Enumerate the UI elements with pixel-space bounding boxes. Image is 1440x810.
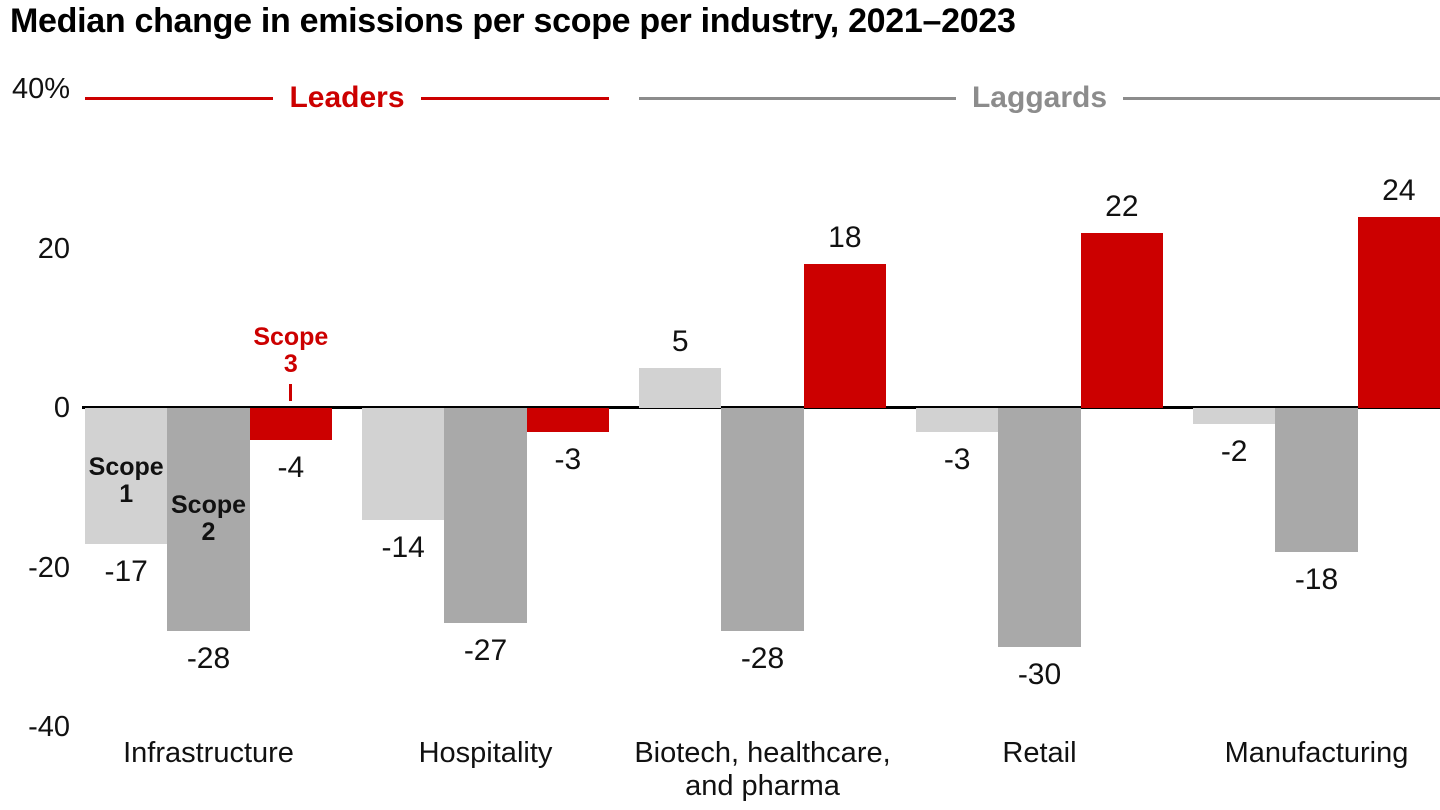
value-label-scope-2-hospitality: -27 [463, 634, 508, 668]
section-header-leaders: Leaders [85, 81, 610, 114]
section-line-left-leaders [85, 96, 274, 100]
y-axis-tick-40: -40 [28, 711, 70, 743]
bar-scope-1-biotech-healthcare-and-pharma [639, 368, 722, 408]
category-label-hospitality: Hospitality [418, 737, 553, 769]
value-label-scope-2-manufacturing: -18 [1294, 562, 1339, 596]
bar-scope-3-hospitality [526, 408, 609, 432]
section-line-right-laggards [1123, 96, 1440, 100]
value-label-scope-1-biotech-healthcare-and-pharma: 5 [671, 325, 689, 359]
chart-title: Median change in emissions per scope per… [10, 2, 1016, 40]
bar-scope-3-infrastructure [249, 408, 332, 440]
section-label-laggards: Laggards [971, 81, 1108, 114]
value-label-scope-3-manufacturing: 24 [1382, 173, 1416, 207]
value-label-scope-1-infrastructure: -17 [104, 554, 148, 588]
value-label-scope-2-biotech-healthcare-and-pharma: -28 [740, 642, 785, 676]
y-axis-tick-20: -20 [28, 551, 70, 584]
value-label-scope-1-hospitality: -14 [381, 530, 425, 564]
y-axis-tick-40: 40% [11, 73, 70, 105]
value-label-scope-3-biotech-healthcare-and-pharma: 18 [828, 221, 862, 255]
y-axis-tick-0: 0 [53, 392, 70, 424]
bar-scope-2-infrastructure [167, 408, 250, 632]
zero-axis-line [82, 406, 1440, 409]
scope-3-tick [289, 384, 293, 401]
section-line-right-leaders [420, 96, 610, 100]
section-label-leaders: Leaders [289, 81, 405, 114]
scope-3-annotation: Scope 3 [253, 323, 329, 378]
bar-scope-1-retail [916, 408, 999, 432]
bar-scope-1-hospitality [362, 408, 445, 520]
value-label-scope-3-retail: 22 [1105, 189, 1139, 223]
bar-scope-1-manufacturing [1193, 408, 1276, 424]
value-label-scope-3-hospitality: -3 [554, 442, 582, 476]
bar-scope-3-retail [1080, 232, 1163, 408]
section-header-laggards: Laggards [639, 81, 1440, 114]
category-label-manufacturing: Manufacturing [1224, 737, 1409, 769]
scope-1-annotation: Scope 1 [88, 453, 164, 508]
value-label-scope-1-manufacturing: -2 [1220, 434, 1248, 468]
bar-scope-3-biotech-healthcare-and-pharma [803, 264, 886, 408]
category-label-biotech-healthcare-and-pharma: Biotech, healthcare, and pharma [634, 737, 891, 802]
bar-scope-3-manufacturing [1357, 216, 1440, 408]
bar-scope-2-hospitality [444, 408, 527, 624]
category-label-retail: Retail [1002, 737, 1077, 769]
y-axis-tick-20: 20 [37, 232, 70, 265]
bar-scope-2-retail [998, 408, 1081, 648]
category-label-infrastructure: Infrastructure [123, 737, 294, 769]
bar-scope-2-biotech-healthcare-and-pharma [721, 408, 804, 632]
value-label-scope-2-infrastructure: -28 [186, 642, 231, 676]
bar-scope-2-manufacturing [1275, 408, 1358, 552]
bar-scope-1-infrastructure [85, 408, 168, 544]
value-label-scope-3-infrastructure: -4 [277, 450, 305, 484]
value-label-scope-1-retail: -3 [943, 442, 971, 476]
scope-2-annotation: Scope 2 [170, 491, 247, 546]
value-label-scope-2-retail: -30 [1017, 658, 1062, 692]
section-line-left-laggards [639, 96, 956, 100]
